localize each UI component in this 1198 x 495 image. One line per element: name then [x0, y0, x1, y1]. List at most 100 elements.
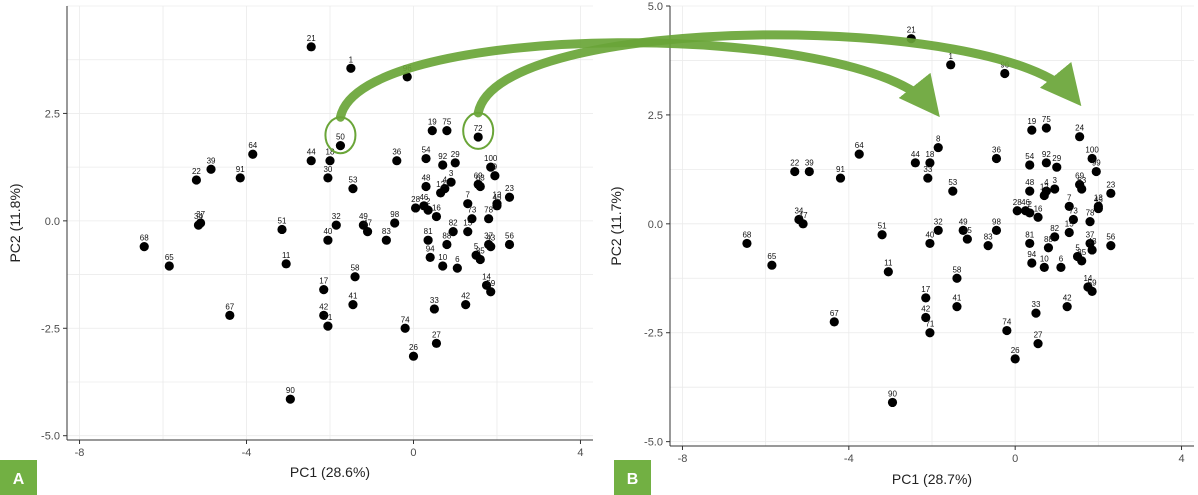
- data-point: [829, 317, 839, 327]
- data-point-label: 37: [484, 231, 493, 240]
- y-axis-label: PC2 (11.8%): [7, 183, 23, 262]
- data-point: [235, 173, 245, 183]
- data-point-label: 69: [1075, 172, 1084, 181]
- data-point-label: 18: [326, 148, 335, 157]
- data-point: [348, 184, 358, 194]
- data-point: [1010, 354, 1020, 364]
- data-point-label: 44: [307, 148, 316, 157]
- data-point-label: 56: [505, 231, 514, 240]
- data-point: [492, 201, 502, 211]
- data-point: [450, 158, 460, 168]
- data-point: [1027, 258, 1037, 268]
- data-point-label: 47: [799, 211, 808, 220]
- data-point: [1043, 243, 1054, 253]
- data-point: [277, 224, 287, 235]
- data-point: [486, 287, 496, 297]
- data-point-label: 41: [349, 292, 358, 301]
- data-point: [1039, 190, 1049, 201]
- data-point-label: 34: [194, 212, 203, 221]
- data-point: [1012, 206, 1022, 216]
- data-point-label: 65: [767, 252, 776, 261]
- data-point-label: 81: [1025, 230, 1034, 239]
- data-point-label: 7: [466, 191, 471, 200]
- transfer-arrow: [473, 30, 1082, 118]
- data-point: [319, 310, 329, 320]
- data-point: [1072, 251, 1083, 262]
- data-point: [958, 225, 968, 235]
- data-point: [193, 220, 204, 230]
- data-point: [925, 158, 935, 168]
- data-point-label: 73: [467, 206, 476, 215]
- data-point: [461, 300, 471, 310]
- data-point-label: 27: [432, 330, 441, 339]
- data-point: [402, 72, 412, 82]
- data-point-label: 98: [992, 217, 1001, 226]
- data-point-label: 46: [419, 193, 428, 202]
- data-point-label: 3: [1052, 176, 1057, 185]
- data-point-label: 23: [505, 184, 514, 193]
- data-point: [248, 149, 258, 159]
- data-point: [887, 397, 898, 408]
- grid-lines: [670, 5, 1194, 446]
- data-point-label: 63: [1077, 176, 1086, 185]
- data-point: [421, 153, 431, 164]
- data-point-label: 1: [349, 55, 354, 64]
- data-point-label: 36: [392, 148, 401, 157]
- data-point: [962, 234, 972, 244]
- data-point-label: 14: [482, 272, 491, 281]
- data-point-label: 4: [1044, 178, 1049, 187]
- data-point: [1031, 308, 1041, 318]
- y-tick-label: -5.0: [41, 431, 60, 443]
- data-point: [1033, 339, 1043, 349]
- data-point: [446, 177, 456, 187]
- data-point: [1087, 245, 1097, 255]
- data-point: [390, 218, 400, 228]
- data-point-label: 28: [411, 195, 420, 204]
- data-point: [431, 338, 442, 348]
- data-point: [1062, 301, 1072, 312]
- data-point: [475, 181, 485, 192]
- data-point: [306, 156, 316, 166]
- data-point: [504, 239, 515, 250]
- data-point-label: 74: [401, 315, 410, 324]
- data-point: [285, 394, 295, 404]
- data-point-label: 24: [1075, 124, 1084, 133]
- data-point: [790, 166, 800, 177]
- data-point: [139, 242, 149, 252]
- data-point-label: 58: [351, 264, 360, 273]
- data-point-label: 100: [484, 154, 498, 163]
- data-point: [952, 301, 962, 312]
- x-axis-label: PC1 (28.6%): [290, 464, 370, 480]
- data-point-label: 17: [319, 277, 328, 286]
- data-point-label: 75: [1042, 115, 1051, 124]
- data-point-label: 21: [307, 34, 316, 43]
- data-point-label: 90: [286, 386, 295, 395]
- data-point-label: 11: [884, 259, 893, 268]
- data-point: [1106, 241, 1116, 251]
- data-point: [1000, 68, 1010, 79]
- grid-lines: [67, 5, 593, 440]
- data-point: [225, 310, 235, 320]
- data-point: [1025, 160, 1035, 170]
- x-tick-label: -8: [75, 447, 85, 459]
- data-point-label: 5: [1075, 243, 1080, 252]
- data-point: [1052, 162, 1062, 172]
- data-point: [933, 142, 943, 153]
- data-point-label: 65: [165, 253, 174, 262]
- data-point-label: 7: [1067, 193, 1072, 202]
- y-tick-label: 0.0: [45, 216, 60, 228]
- data-point-label: 10: [438, 253, 447, 262]
- data-point: [323, 321, 333, 331]
- data-point: [484, 214, 494, 224]
- data-point: [1050, 184, 1060, 194]
- y-tick-label: -5.0: [644, 437, 663, 449]
- data-point: [910, 158, 920, 168]
- data-point-label: 12: [1040, 183, 1049, 192]
- data-point-label: 33: [1032, 300, 1041, 309]
- data-point: [504, 192, 515, 202]
- data-point: [400, 323, 410, 333]
- data-point: [835, 173, 846, 183]
- data-point-label: 83: [382, 227, 391, 236]
- arrows-overlay: [335, 30, 1082, 122]
- data-point: [325, 156, 335, 166]
